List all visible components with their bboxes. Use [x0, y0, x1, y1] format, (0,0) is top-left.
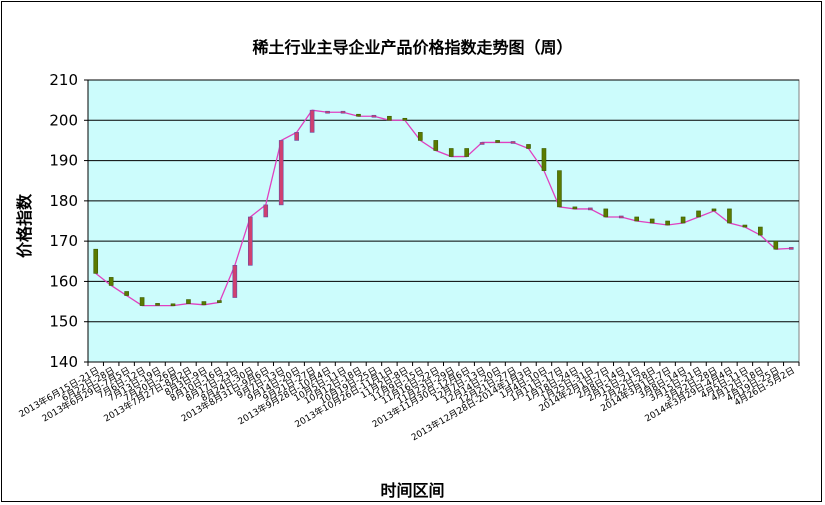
candle-bar	[294, 132, 299, 141]
y-tick-label: 160	[49, 272, 78, 290]
candle-bar	[309, 109, 315, 133]
plot-area	[87, 79, 800, 363]
series-line	[95, 109, 792, 307]
candle-bar	[464, 148, 469, 157]
candle-bar	[649, 218, 655, 224]
candle-bar	[201, 301, 207, 306]
candle-bar	[418, 132, 423, 141]
candle-bar	[541, 148, 547, 171]
y-tick-label: 190	[49, 152, 78, 170]
candle-bar	[263, 204, 269, 218]
y-tick-label: 200	[49, 111, 78, 129]
candle-bar	[727, 208, 732, 224]
candle-bar	[278, 140, 284, 206]
candle-bar	[325, 110, 330, 114]
candle-bar	[479, 142, 485, 145]
candle-bar	[495, 140, 500, 143]
y-tick-label: 180	[49, 192, 78, 210]
y-tick-label: 210	[49, 71, 78, 89]
candle-bar	[618, 215, 624, 219]
candle-bar	[634, 216, 640, 222]
candle-bar	[232, 265, 238, 298]
candle-bar	[665, 220, 670, 226]
candle-bar	[340, 110, 346, 114]
candle-bar	[108, 277, 114, 286]
y-tick-label: 150	[49, 313, 78, 331]
candle-bar	[603, 208, 609, 218]
candle-bar	[139, 297, 145, 306]
candle-bar	[711, 208, 717, 212]
candle-bar	[186, 299, 191, 304]
candle-bar	[557, 170, 562, 208]
candle-bar	[247, 216, 253, 266]
candle-bar	[93, 248, 99, 274]
y-tick-label: 170	[49, 232, 78, 250]
chart-title: 稀土行业主导企业产品价格指数走势图（周）	[252, 38, 573, 57]
candle-bar	[680, 216, 686, 224]
candle-bar	[526, 144, 531, 149]
candle-bar	[371, 114, 377, 118]
candle-bar	[155, 303, 160, 306]
candle-bar	[773, 240, 779, 250]
candle-bar	[402, 117, 408, 121]
candle-bar	[387, 115, 392, 121]
candle-bar	[510, 141, 516, 144]
candle-bar	[696, 210, 701, 218]
candle-bar	[788, 247, 794, 250]
candle-bar	[124, 291, 129, 296]
x-axis-label: 时间区间	[380, 481, 445, 500]
candle-bar	[758, 226, 763, 236]
candle-bar	[572, 206, 578, 210]
candle-bar	[170, 303, 176, 307]
candle-bar	[742, 224, 748, 228]
y-tick-label: 140	[49, 353, 78, 371]
candle-bar	[217, 300, 222, 303]
candle-bar	[356, 113, 361, 117]
candle-bar	[448, 148, 454, 157]
candle-bar	[588, 207, 593, 211]
candle-bar	[433, 140, 439, 151]
